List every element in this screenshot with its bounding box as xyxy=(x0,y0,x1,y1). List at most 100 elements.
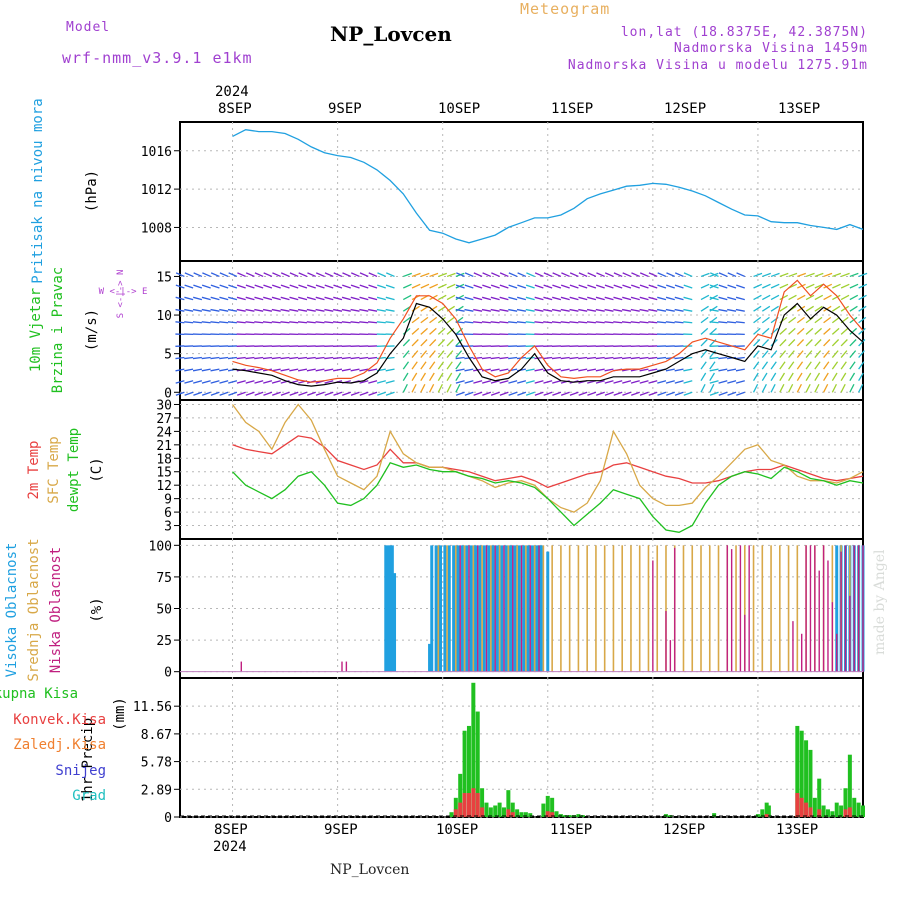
wind-arrow xyxy=(831,327,840,335)
wind-arrow xyxy=(560,308,570,312)
wind-arrow xyxy=(700,294,710,301)
wind-arrow xyxy=(175,308,185,312)
wind-arrow xyxy=(402,383,408,393)
temp2m-ylabel: 2m Temp xyxy=(26,440,42,499)
wind-arrow xyxy=(402,327,411,335)
wind-arrow xyxy=(359,321,369,324)
wind-arrow xyxy=(648,380,658,384)
wind-arrow xyxy=(306,296,316,301)
wind-arrow xyxy=(849,283,859,289)
wind-arrow xyxy=(517,296,527,301)
wind-arrow xyxy=(551,308,562,312)
wind-arrow xyxy=(814,339,822,347)
wind-arrow xyxy=(814,327,823,335)
wind-arrow xyxy=(481,308,491,312)
wind-arrow xyxy=(455,361,462,370)
wind-arrow xyxy=(350,368,360,372)
wind-arrow xyxy=(175,284,185,289)
wind-arrow xyxy=(674,308,684,312)
wind-arrow xyxy=(228,296,238,301)
wind-arrow xyxy=(324,356,334,360)
wind-arrow xyxy=(446,316,455,324)
wind-arrow xyxy=(245,380,255,384)
wind-arrow xyxy=(858,327,866,335)
wind-arrow xyxy=(858,283,868,289)
wind-arrow xyxy=(770,372,777,382)
wind-arrow xyxy=(709,380,719,384)
wind-arrow xyxy=(683,321,693,324)
wind-arrow xyxy=(411,383,417,393)
wind-arrow xyxy=(657,272,667,278)
wind-arrow xyxy=(718,296,728,301)
wind-arrow xyxy=(402,361,410,370)
temp-unit: (C) xyxy=(89,457,105,482)
wind-arrow xyxy=(849,327,858,335)
wind-arrow xyxy=(587,296,597,301)
wind-arrow xyxy=(402,350,410,358)
wind-arrow xyxy=(700,350,708,358)
wind-arrow xyxy=(630,296,640,301)
wind-arrow xyxy=(831,361,839,370)
wind-arrow xyxy=(429,339,437,347)
wind-arrow xyxy=(770,272,780,278)
wind-arrow xyxy=(402,339,411,347)
wind-arrow xyxy=(534,368,544,372)
data-layer xyxy=(175,129,868,817)
wind-arrow xyxy=(333,308,343,312)
precip-bar-0 xyxy=(545,795,550,817)
wind-arrow xyxy=(648,272,658,278)
precip-bar-0 xyxy=(764,802,769,817)
wind-arrow xyxy=(262,321,273,324)
wind-arrow xyxy=(481,356,491,360)
wind-arrow xyxy=(490,296,500,301)
wind-arrow xyxy=(735,356,745,360)
wind-arrow xyxy=(517,380,527,384)
precip-bar-1 xyxy=(466,793,471,817)
wind-arrow xyxy=(490,380,500,384)
wind-arrow xyxy=(499,368,509,372)
wind-arrow xyxy=(796,327,805,335)
precip-bar-0 xyxy=(839,805,844,817)
wind-arrow xyxy=(586,308,597,312)
wind-arrow xyxy=(236,296,246,301)
wind-arrow xyxy=(298,308,308,312)
wind-arrow xyxy=(666,272,675,278)
wind-arrow xyxy=(753,305,762,312)
wind-arrow xyxy=(499,308,509,312)
y-tick-label: 5 xyxy=(164,348,172,363)
wind-arrow xyxy=(666,391,675,396)
wind-arrow xyxy=(805,305,814,312)
precip-bar-0 xyxy=(471,682,476,817)
wind-arrow xyxy=(271,380,281,384)
wind-arrow xyxy=(429,372,435,382)
wind-arrow xyxy=(552,391,562,396)
wind-arrow xyxy=(700,305,709,312)
wind-arrow xyxy=(752,372,759,382)
precip-bar-1 xyxy=(475,793,480,817)
wind-arrow xyxy=(631,391,640,396)
wind-arrow xyxy=(753,350,760,358)
wind-arrow xyxy=(727,391,737,396)
wind-arrow xyxy=(761,372,768,382)
y-tick-label: 9 xyxy=(164,493,172,508)
wind-arrow xyxy=(727,368,737,372)
wind-arrow xyxy=(420,327,428,335)
legend-total-rain: Ukupna Kisa xyxy=(0,686,78,702)
y-tick-label: 12 xyxy=(156,479,172,494)
wind-arrow xyxy=(429,305,438,312)
wind-arrow xyxy=(193,296,203,301)
wind-arrow xyxy=(569,296,579,301)
wind-arrow xyxy=(455,380,465,384)
y-tick-label: 3 xyxy=(164,520,172,535)
wind-arrow xyxy=(402,372,409,382)
wind-arrow xyxy=(727,284,737,289)
wind-arrow xyxy=(831,305,841,312)
wind-arrow xyxy=(543,391,553,396)
temp-series-2 xyxy=(232,462,864,533)
wind-arrow xyxy=(727,308,737,312)
wind-arrow xyxy=(473,391,483,396)
wind-arrow xyxy=(604,308,614,312)
wind-arrow xyxy=(464,368,474,372)
wind-arrow xyxy=(324,321,334,324)
y-tick-label: 30 xyxy=(156,398,172,413)
